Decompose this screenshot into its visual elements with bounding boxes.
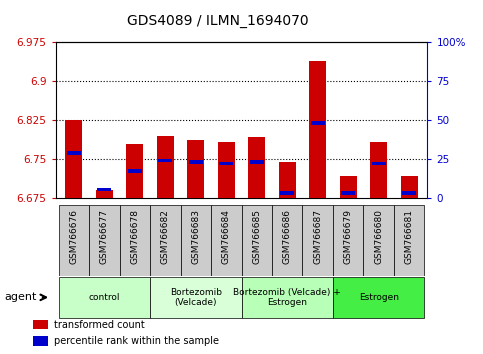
Bar bbox=[33, 320, 48, 330]
Text: Estrogen: Estrogen bbox=[359, 293, 398, 302]
Text: Bortezomib
(Velcade): Bortezomib (Velcade) bbox=[170, 288, 222, 307]
Bar bbox=[272, 205, 302, 276]
Bar bbox=[242, 205, 272, 276]
Text: GSM766680: GSM766680 bbox=[374, 209, 383, 264]
Bar bbox=[211, 205, 242, 276]
Bar bbox=[340, 176, 356, 198]
Text: GSM766676: GSM766676 bbox=[70, 209, 78, 264]
Bar bbox=[96, 190, 113, 198]
Bar bbox=[279, 162, 296, 198]
Bar bbox=[242, 277, 333, 318]
Bar bbox=[150, 277, 242, 318]
Bar bbox=[189, 160, 203, 164]
Bar bbox=[128, 170, 142, 173]
Text: GSM766683: GSM766683 bbox=[191, 209, 200, 264]
Bar bbox=[89, 205, 120, 276]
Bar bbox=[363, 205, 394, 276]
Text: transformed count: transformed count bbox=[54, 320, 144, 330]
Bar bbox=[394, 205, 425, 276]
Text: control: control bbox=[88, 293, 120, 302]
Bar bbox=[66, 120, 82, 198]
Text: GSM766685: GSM766685 bbox=[252, 209, 261, 264]
Bar bbox=[120, 205, 150, 276]
Bar bbox=[58, 205, 89, 276]
Text: GSM766681: GSM766681 bbox=[405, 209, 413, 264]
Text: Bortezomib (Velcade) +
Estrogen: Bortezomib (Velcade) + Estrogen bbox=[233, 288, 341, 307]
Text: percentile rank within the sample: percentile rank within the sample bbox=[54, 336, 219, 346]
Text: GSM766679: GSM766679 bbox=[344, 209, 353, 264]
Bar bbox=[181, 205, 211, 276]
Bar bbox=[218, 142, 235, 198]
Bar bbox=[280, 191, 294, 195]
Text: GSM766686: GSM766686 bbox=[283, 209, 292, 264]
Text: GSM766677: GSM766677 bbox=[100, 209, 109, 264]
Bar bbox=[311, 121, 325, 125]
Bar bbox=[370, 142, 387, 198]
Bar bbox=[158, 159, 172, 162]
Bar bbox=[401, 176, 417, 198]
Bar bbox=[402, 191, 416, 195]
Text: GSM766687: GSM766687 bbox=[313, 209, 322, 264]
Text: GSM766678: GSM766678 bbox=[130, 209, 139, 264]
Bar bbox=[219, 162, 233, 165]
Bar bbox=[309, 61, 326, 198]
Text: GSM766682: GSM766682 bbox=[161, 209, 170, 264]
Bar bbox=[333, 277, 425, 318]
Bar bbox=[187, 139, 204, 198]
Bar bbox=[67, 151, 81, 155]
Text: agent: agent bbox=[5, 292, 37, 302]
Bar bbox=[248, 137, 265, 198]
Bar bbox=[333, 205, 363, 276]
Bar bbox=[371, 162, 386, 165]
Text: GDS4089 / ILMN_1694070: GDS4089 / ILMN_1694070 bbox=[127, 14, 308, 28]
Text: GSM766684: GSM766684 bbox=[222, 209, 231, 264]
Bar bbox=[157, 136, 174, 198]
Bar bbox=[302, 205, 333, 276]
Bar bbox=[341, 191, 355, 195]
Bar bbox=[127, 144, 143, 198]
Bar bbox=[250, 160, 264, 164]
Bar bbox=[150, 205, 181, 276]
Bar bbox=[58, 277, 150, 318]
Bar bbox=[97, 188, 112, 191]
Bar bbox=[33, 336, 48, 346]
